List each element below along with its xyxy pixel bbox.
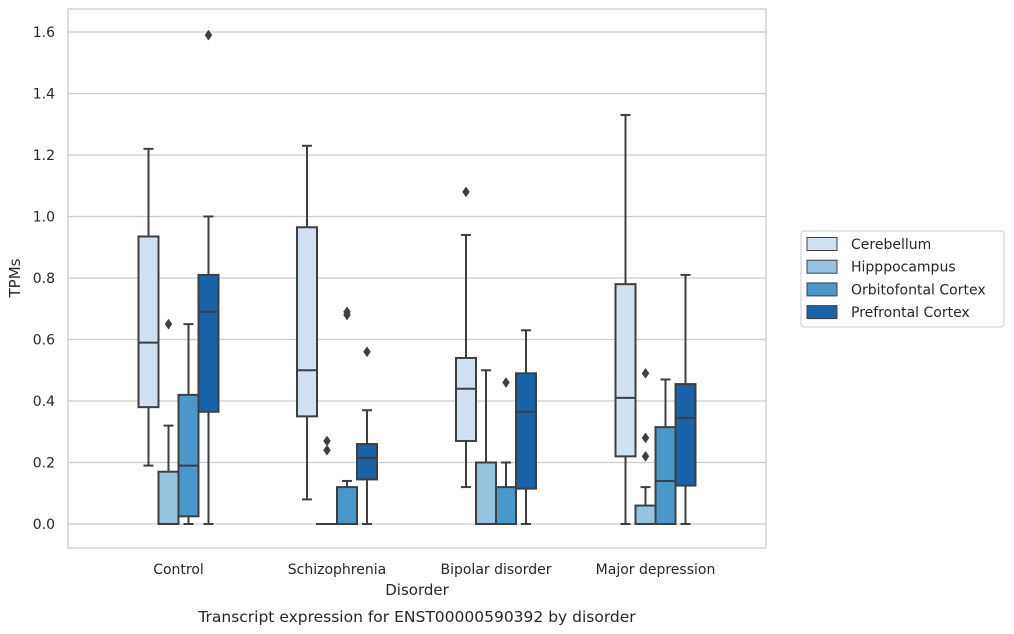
x-tick-label: Control xyxy=(153,562,204,578)
legend-swatch xyxy=(806,305,838,320)
box-body xyxy=(475,461,497,525)
box-body xyxy=(356,443,378,481)
legend: Cerebellum Hipppocampus Orbitofontal Corte… xyxy=(800,230,1005,328)
box-body xyxy=(674,383,697,487)
box-body xyxy=(177,393,200,518)
box-body xyxy=(455,356,477,442)
box-body xyxy=(654,426,677,526)
y-tick-label: 1.4 xyxy=(33,87,55,103)
box-prefrontal-cortex-2 xyxy=(515,329,537,525)
box-cerebellum-1 xyxy=(296,144,318,501)
legend-entry: Cerebellum xyxy=(851,237,931,253)
box-body xyxy=(197,273,220,413)
box-prefrontal-cortex-3 xyxy=(674,273,697,525)
box-orbitofontal-cortex-0 xyxy=(177,323,200,525)
box-orbitofontal-cortex-1 xyxy=(336,306,358,526)
legend-entry: Orbitofontal Cortex xyxy=(851,282,986,298)
y-axis-ticks: 0.0 0.2 0.4 0.6 0.8 1.0 1.2 1.4 1.6 xyxy=(33,25,55,533)
x-tick-label: Schizophrenia xyxy=(288,562,386,578)
y-tick-label: 1.0 xyxy=(33,210,55,226)
outlier-point xyxy=(164,318,173,330)
legend-swatch xyxy=(806,237,838,251)
box-orbitofontal-cortex-2 xyxy=(495,377,517,526)
box-hipppocampus-2 xyxy=(475,369,497,525)
box-body xyxy=(137,235,160,409)
outlier-point xyxy=(502,377,510,388)
outlier-point xyxy=(323,435,331,447)
box-body xyxy=(336,486,358,526)
box-body xyxy=(296,226,318,418)
y-tick-label: 0.6 xyxy=(33,333,55,349)
plot-area xyxy=(67,8,767,549)
outlier-point xyxy=(641,450,650,462)
box-cerebellum-2 xyxy=(455,186,477,489)
box-body xyxy=(495,486,517,526)
outlier-point xyxy=(641,432,650,444)
y-tick-label: 1.6 xyxy=(33,25,55,41)
y-axis-label: TPMs xyxy=(6,258,24,298)
chart-caption: Transcript expression for ENST0000059039… xyxy=(197,608,636,626)
box-hipppocampus-3 xyxy=(634,367,657,525)
y-tick-label: 0.4 xyxy=(33,394,55,410)
y-tick-label: 0.8 xyxy=(33,271,55,287)
box-body xyxy=(634,504,657,525)
outlier-point xyxy=(363,346,371,358)
outlier-point xyxy=(462,186,470,198)
x-tick-label: Major depression xyxy=(596,562,716,578)
legend-swatch xyxy=(806,282,838,297)
box-hipppocampus-0 xyxy=(157,318,180,526)
boxes xyxy=(137,29,697,526)
legend-entry: Prefrontal Cortex xyxy=(851,305,970,321)
legend-entry: Hipppocampus xyxy=(851,260,956,276)
box-prefrontal-cortex-1 xyxy=(356,346,378,525)
outlier-point xyxy=(204,29,213,41)
y-tick-label: 1.2 xyxy=(33,148,55,164)
x-axis-ticks: Control Schizophrenia Bipolar disorder Majo… xyxy=(153,562,715,578)
outlier-point xyxy=(323,444,331,456)
box-body xyxy=(157,470,180,526)
box-body xyxy=(515,372,537,490)
x-tick-label: Bipolar disorder xyxy=(440,562,551,578)
legend-frame xyxy=(800,230,1005,328)
box-body xyxy=(614,283,637,458)
outlier-point xyxy=(641,367,650,379)
y-tick-label: 0.0 xyxy=(33,517,55,533)
box-cerebellum-3 xyxy=(614,114,637,525)
box-hipppocampus-1 xyxy=(316,435,338,526)
legend-swatch xyxy=(806,259,838,274)
y-tick-label: 0.2 xyxy=(33,456,55,472)
outlier-point xyxy=(343,309,351,321)
x-axis-label: Disorder xyxy=(385,581,449,599)
box-prefrontal-cortex-0 xyxy=(197,29,220,525)
box-cerebellum-0 xyxy=(137,147,160,467)
